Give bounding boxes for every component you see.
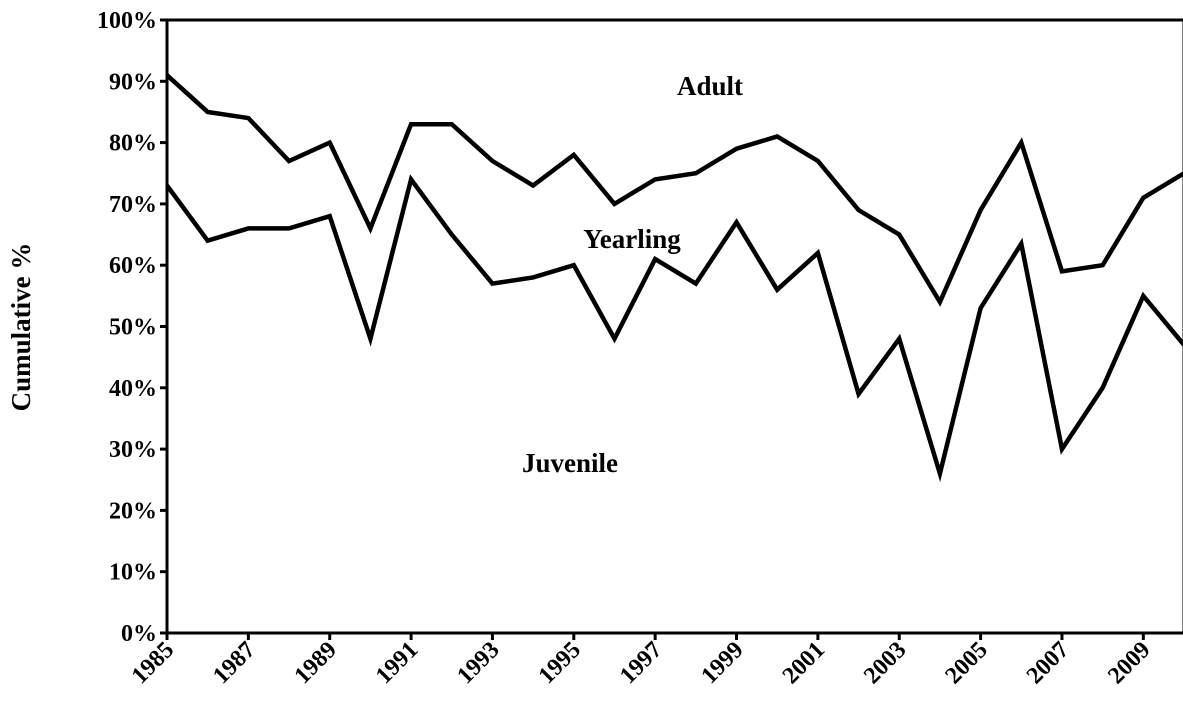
y-tick-label: 90% xyxy=(109,69,157,95)
y-tick-label: 0% xyxy=(121,621,157,647)
x-tick-label: 1991 xyxy=(371,637,423,689)
x-tick-label: 1993 xyxy=(452,637,504,689)
x-tick-label: 1999 xyxy=(696,637,748,689)
x-tick-label: 2009 xyxy=(1103,637,1155,689)
y-tick-label: 60% xyxy=(109,253,157,279)
region-label: Yearling xyxy=(583,224,681,254)
y-tick-label: 30% xyxy=(109,437,157,463)
x-tick-label: 1989 xyxy=(290,637,342,689)
series-line xyxy=(165,73,1183,307)
y-tick-label: 50% xyxy=(109,315,157,341)
x-tick-label: 2005 xyxy=(941,637,993,689)
y-tick-label: 10% xyxy=(109,560,157,586)
y-tick-label: 20% xyxy=(109,498,157,524)
region-label: Adult xyxy=(677,71,743,101)
x-tick-label: 2001 xyxy=(778,637,830,689)
x-tick-label: 2003 xyxy=(859,637,911,689)
y-axis-title: Cumulative % xyxy=(6,243,36,412)
series-line xyxy=(165,174,1183,483)
y-tick-label: 40% xyxy=(109,376,157,402)
x-tick-label: 1987 xyxy=(208,637,260,689)
y-tick-label: 70% xyxy=(109,192,157,218)
y-tick-label: 100% xyxy=(97,8,157,34)
y-tick-label: 80% xyxy=(109,131,157,157)
x-tick-label: 1995 xyxy=(534,637,586,689)
x-tick-label: 1997 xyxy=(615,637,667,689)
plot-frame xyxy=(165,18,1183,635)
region-label: Juvenile xyxy=(522,448,618,478)
x-tick-label: 2007 xyxy=(1022,637,1074,689)
